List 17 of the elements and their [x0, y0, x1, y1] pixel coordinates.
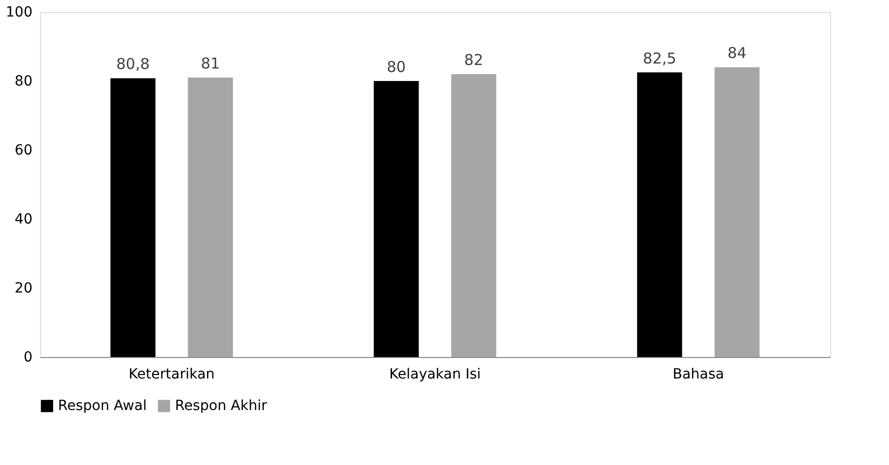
x-tick-label: Ketertarikan	[128, 366, 215, 382]
y-tick-label: 0	[24, 350, 32, 366]
y-tick-label: 100	[6, 4, 32, 20]
data-label: 82	[464, 51, 484, 70]
y-tick-label: 40	[14, 212, 32, 228]
data-label: 80	[386, 58, 406, 76]
data-label: 84	[728, 44, 747, 62]
data-label: 80,8	[116, 55, 150, 74]
x-tick-label: Bahasa	[672, 366, 724, 382]
legend-label: Respon Akhir	[175, 398, 268, 414]
y-tick-label: 80	[14, 74, 32, 90]
x-tick-label: Kelayakan Isi	[389, 366, 481, 382]
data-label: 82,5	[642, 49, 676, 68]
y-tick-label: 20	[14, 280, 32, 296]
data-label: 81	[200, 54, 220, 73]
legend-label: Respon Awal	[58, 398, 147, 414]
y-tick-label: 60	[14, 142, 32, 158]
